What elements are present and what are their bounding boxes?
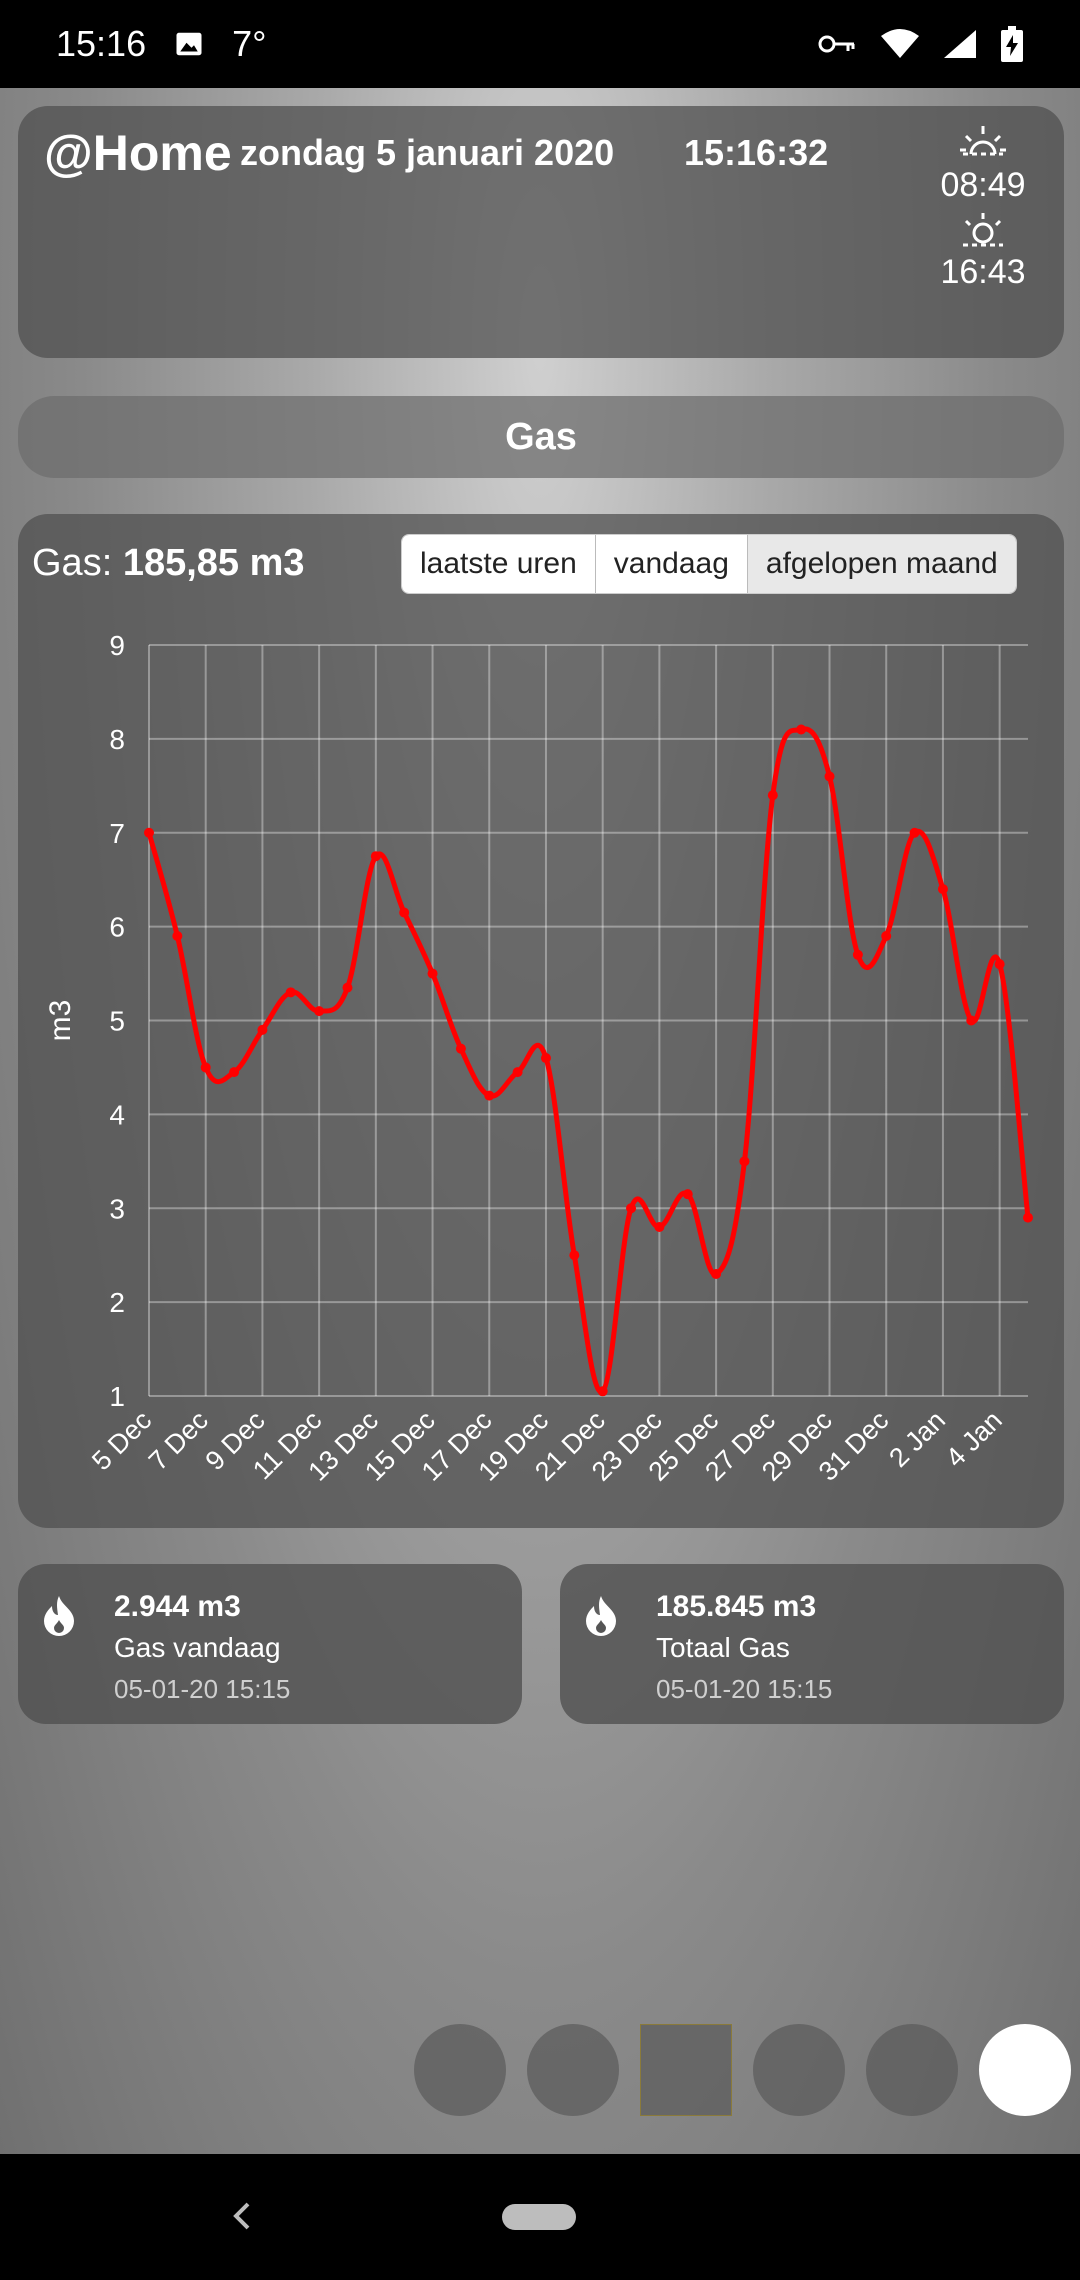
- data-point: [654, 1222, 665, 1233]
- data-point: [626, 1203, 637, 1214]
- page-dot-6[interactable]: [979, 2024, 1071, 2116]
- page-dot-2[interactable]: [527, 2024, 619, 2116]
- tab-afgelopen-maand[interactable]: afgelopen maand: [747, 535, 1016, 593]
- gas-total: Gas: 185,85 m3: [32, 542, 305, 585]
- y-tick-label: 6: [109, 912, 125, 943]
- range-selector: laatste uren vandaag afgelopen maand: [401, 534, 1017, 594]
- y-tick-label: 2: [109, 1287, 125, 1318]
- data-point: [682, 1189, 693, 1200]
- y-tick-label: 5: [109, 1006, 125, 1037]
- data-point: [796, 724, 807, 735]
- data-point: [427, 968, 438, 979]
- tab-vandaag[interactable]: vandaag: [595, 535, 748, 593]
- page-dot-4[interactable]: [753, 2024, 845, 2116]
- data-point: [569, 1250, 580, 1261]
- data-point: [994, 959, 1005, 970]
- sunrise-time: 08:49: [940, 166, 1026, 204]
- x-tick-label: 4 Jan: [940, 1405, 1008, 1473]
- home-title: @Home: [44, 125, 232, 181]
- page-dot-5[interactable]: [866, 2024, 958, 2116]
- data-point: [342, 982, 353, 993]
- y-tick-label: 1: [109, 1381, 125, 1412]
- gas-today-timestamp: 05-01-20 15:15: [114, 1674, 291, 1704]
- data-point: [711, 1268, 722, 1279]
- series-line: [146, 726, 1031, 1395]
- y-tick-label: 3: [109, 1193, 125, 1224]
- x-tick-label: 2 Jan: [883, 1405, 951, 1473]
- gas-total-card-timestamp: 05-01-20 15:15: [656, 1674, 833, 1704]
- sunset-icon: [963, 213, 1003, 247]
- data-point: [172, 931, 183, 942]
- y-tick-label: 4: [109, 1099, 125, 1130]
- data-point: [455, 1043, 466, 1054]
- data-point: [370, 851, 381, 862]
- y-tick-label: 9: [109, 630, 125, 661]
- section-title[interactable]: Gas: [18, 396, 1064, 478]
- header-card: @Home zondag 5 januari 2020 15:16:32 08:…: [18, 106, 1064, 358]
- vpn-key-icon: [818, 32, 858, 56]
- sun-times: 08:49 16:43: [918, 124, 1048, 298]
- status-temperature: 7°: [232, 23, 267, 64]
- page-indicator: [0, 2024, 1080, 2120]
- wifi-icon: [880, 28, 920, 60]
- data-point: [966, 1015, 977, 1026]
- data-point: [484, 1090, 495, 1101]
- tab-laatste-uren[interactable]: laatste uren: [402, 535, 596, 593]
- sunrise-icon: [960, 126, 1006, 156]
- status-time: 15:16: [56, 23, 147, 64]
- x-tick-label: 5 Dec: [86, 1405, 157, 1476]
- data-point: [144, 827, 154, 838]
- data-point: [540, 1053, 551, 1064]
- data-point: [257, 1024, 268, 1035]
- y-tick-label: 7: [109, 818, 125, 849]
- gas-today-value: 2.944 m3: [114, 1590, 241, 1623]
- gas-today-card[interactable]: 2.944 m3 Gas vandaag 05-01-20 15:15: [18, 1564, 522, 1724]
- navigation-bar: [0, 2154, 1080, 2280]
- data-point: [824, 771, 835, 782]
- back-icon[interactable]: [228, 2196, 256, 2236]
- y-axis-label: m3: [44, 1000, 77, 1042]
- image-icon: [174, 29, 204, 59]
- x-tick-label: 7 Dec: [143, 1405, 214, 1476]
- battery-charging-icon: [1000, 26, 1024, 62]
- data-point: [597, 1386, 608, 1397]
- y-tick-label: 8: [109, 724, 125, 755]
- data-point: [937, 884, 948, 895]
- cell-signal-icon: [942, 28, 978, 60]
- data-point: [229, 1067, 240, 1078]
- data-point: [285, 987, 296, 998]
- flame-icon: [44, 1596, 74, 1636]
- data-point: [739, 1156, 750, 1167]
- home-pill-icon[interactable]: [502, 2204, 576, 2230]
- data-point: [881, 931, 892, 942]
- date-text: zondag 5 januari 2020: [240, 132, 615, 173]
- gas-total-card[interactable]: 185.845 m3 Totaal Gas 05-01-20 15:15: [560, 1564, 1064, 1724]
- gas-chart-card: Gas: 185,85 m3 laatste uren vandaag afge…: [18, 514, 1064, 1528]
- data-point: [852, 949, 863, 960]
- data-point: [512, 1067, 523, 1078]
- clock-text: 15:16:32: [684, 132, 829, 173]
- data-point: [767, 790, 778, 801]
- gas-total-value: 185,85 m3: [122, 542, 305, 584]
- data-point: [200, 1062, 211, 1073]
- gas-total-card-label: Totaal Gas: [656, 1632, 790, 1663]
- data-point: [1023, 1212, 1033, 1223]
- sunset-time: 16:43: [940, 253, 1026, 291]
- data-point: [909, 827, 920, 838]
- page-dot-3[interactable]: [640, 2024, 732, 2116]
- data-point: [314, 1006, 325, 1017]
- flame-icon: [586, 1596, 616, 1636]
- gas-total-card-value: 185.845 m3: [656, 1590, 817, 1623]
- gas-today-label: Gas vandaag: [114, 1632, 281, 1663]
- page-dot-1[interactable]: [414, 2024, 506, 2116]
- status-bar: 15:16 7°: [0, 0, 1080, 88]
- gas-total-prefix: Gas:: [32, 542, 113, 584]
- data-point: [399, 907, 410, 918]
